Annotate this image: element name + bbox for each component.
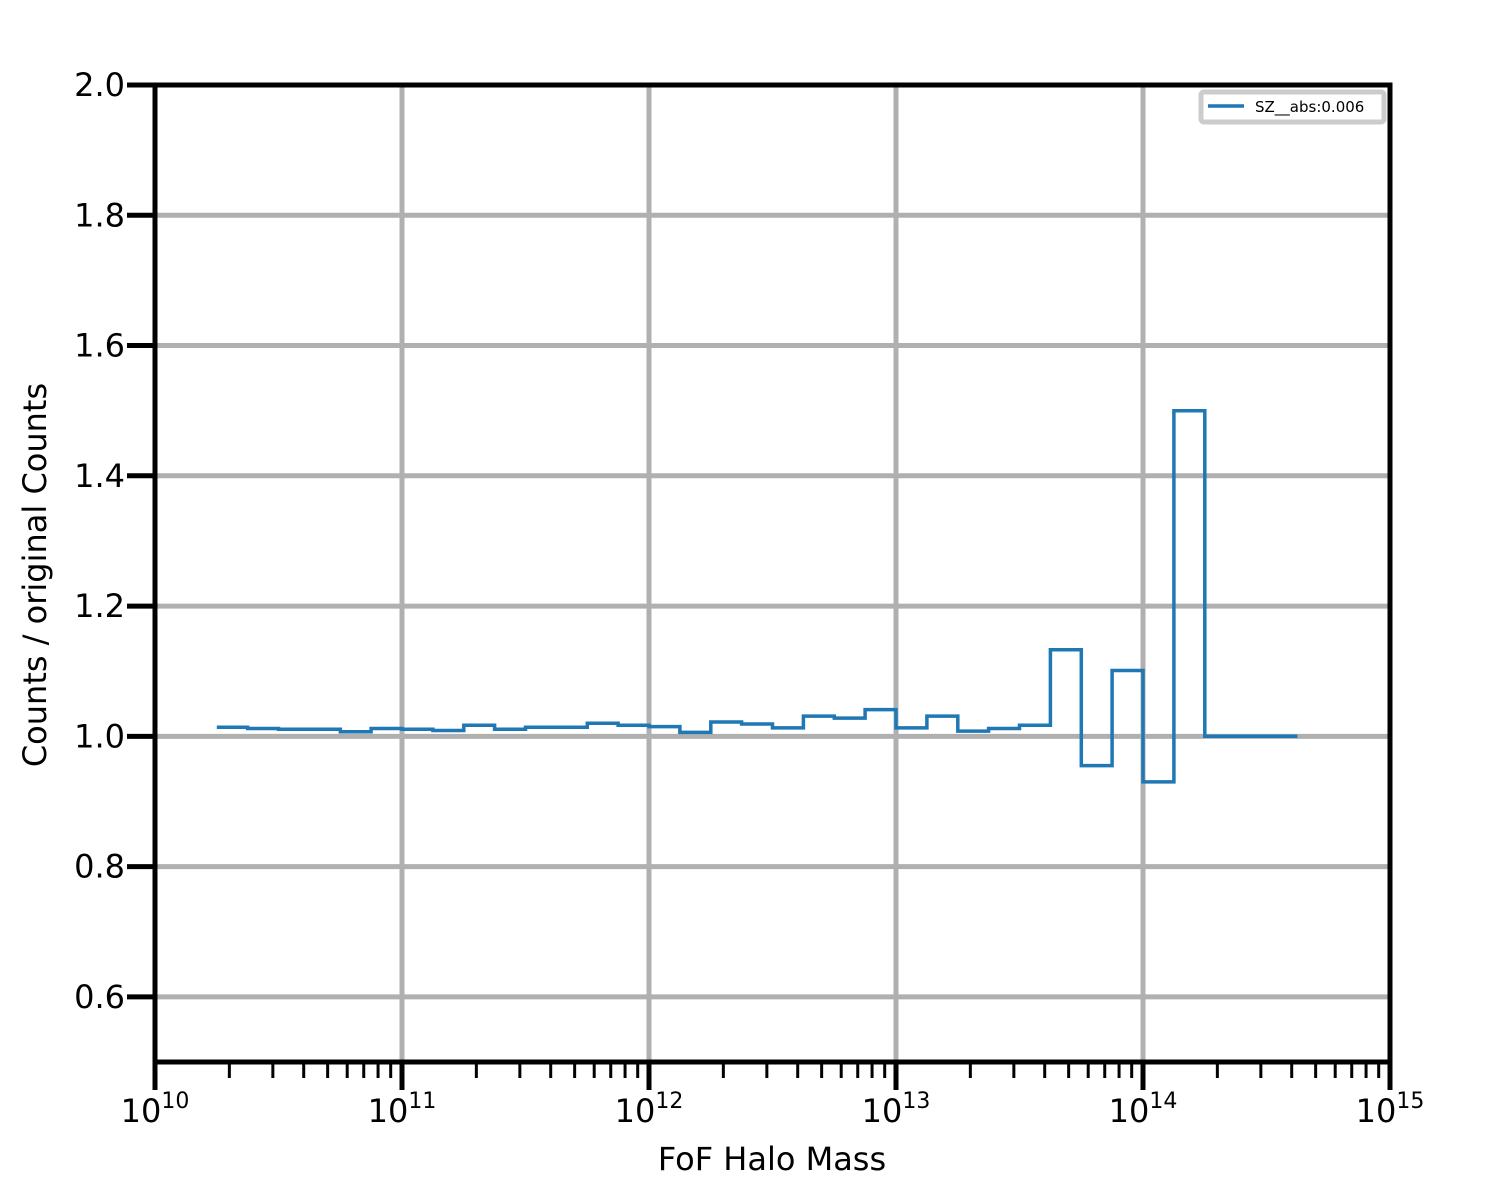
x-axis-label: FoF Halo Mass [658, 1140, 886, 1178]
y-tick-label: 1.8 [74, 196, 125, 234]
axis-ticks [127, 82, 1393, 1090]
x-tick-label: 1014 [1109, 1089, 1178, 1130]
y-tick-label: 1.4 [74, 457, 125, 495]
x-tick-label: 1011 [368, 1089, 437, 1130]
series-line [216, 408, 1298, 784]
y-tick-label: 1.6 [74, 327, 125, 365]
grid [155, 82, 1390, 1062]
legend-label: SZ__abs:0.006 [1255, 98, 1364, 117]
y-tick-label: 0.6 [74, 978, 125, 1016]
x-tick-label: 1013 [862, 1089, 931, 1130]
legend-frame [1198, 89, 1387, 125]
y-tick-label: 0.8 [74, 848, 125, 886]
tick-labels: 0.6 0.8 1.0 1.2 1.4 1.6 1.8 2.0 1010 1011 1012 1013… [74, 66, 1424, 1130]
plot-frame [152, 82, 1393, 1065]
x-tick-label: 1012 [615, 1089, 684, 1130]
series-layer [216, 408, 1298, 784]
x-tick-label: 1010 [121, 1089, 190, 1130]
legend: SZ__abs:0.006 [1198, 89, 1387, 125]
y-tick-label: 2.0 [74, 66, 125, 104]
y-axis-label: Counts / original Counts [16, 383, 54, 767]
x-tick-label: 1015 [1356, 1089, 1425, 1130]
y-tick-label: 1.2 [74, 587, 125, 625]
y-tick-label: 1.0 [74, 717, 125, 755]
